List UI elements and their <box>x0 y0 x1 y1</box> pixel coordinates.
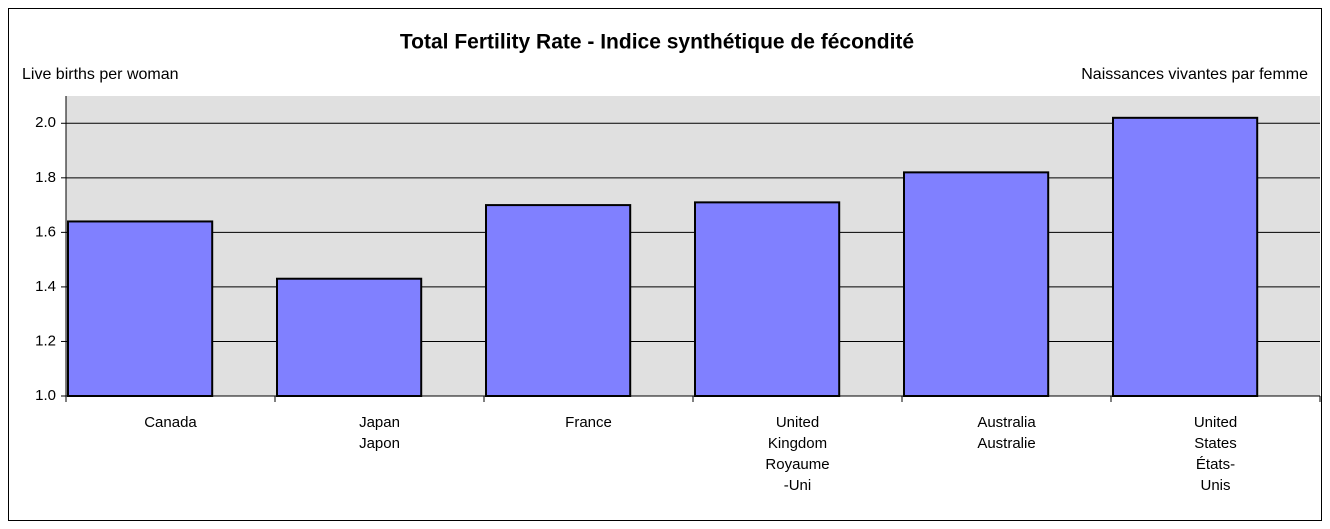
x-tick-label: United <box>776 414 819 431</box>
x-tick-label: United <box>1194 414 1237 431</box>
y-tick-label: 2.0 <box>35 114 56 131</box>
x-tick-label: Royaume <box>765 456 829 473</box>
x-tick-label: États- <box>1196 456 1235 473</box>
x-tick-label: States <box>1194 435 1237 452</box>
y-tick-label: 1.0 <box>35 387 56 404</box>
x-tick-label: Australia <box>977 414 1036 431</box>
bar <box>67 220 214 397</box>
bar <box>1112 116 1259 398</box>
plot-area <box>66 96 1320 396</box>
x-tick-label: Australie <box>977 435 1035 452</box>
bar <box>694 201 841 397</box>
chart-title: Total Fertility Rate - Indice synthétiqu… <box>400 31 914 54</box>
x-tick-label: France <box>565 414 612 431</box>
bar <box>485 204 632 397</box>
y-tick-label: 1.6 <box>35 223 56 240</box>
y-tick-label: 1.2 <box>35 332 56 349</box>
x-tick-label: Canada <box>144 414 197 431</box>
x-tick-label: Japan <box>359 414 400 431</box>
bar <box>276 277 423 397</box>
y-axis-label-right: Naissances vivantes par femme <box>1081 66 1308 83</box>
y-tick-label: 1.4 <box>35 278 56 295</box>
y-tick-label: 1.8 <box>35 169 56 186</box>
x-tick-label: Japon <box>359 435 400 452</box>
y-axis-label: Live births per woman <box>22 66 179 83</box>
x-tick-label: Unis <box>1200 477 1230 494</box>
x-tick-label: Kingdom <box>768 435 827 452</box>
bar <box>903 171 1050 397</box>
x-tick-label: -Uni <box>784 477 812 494</box>
